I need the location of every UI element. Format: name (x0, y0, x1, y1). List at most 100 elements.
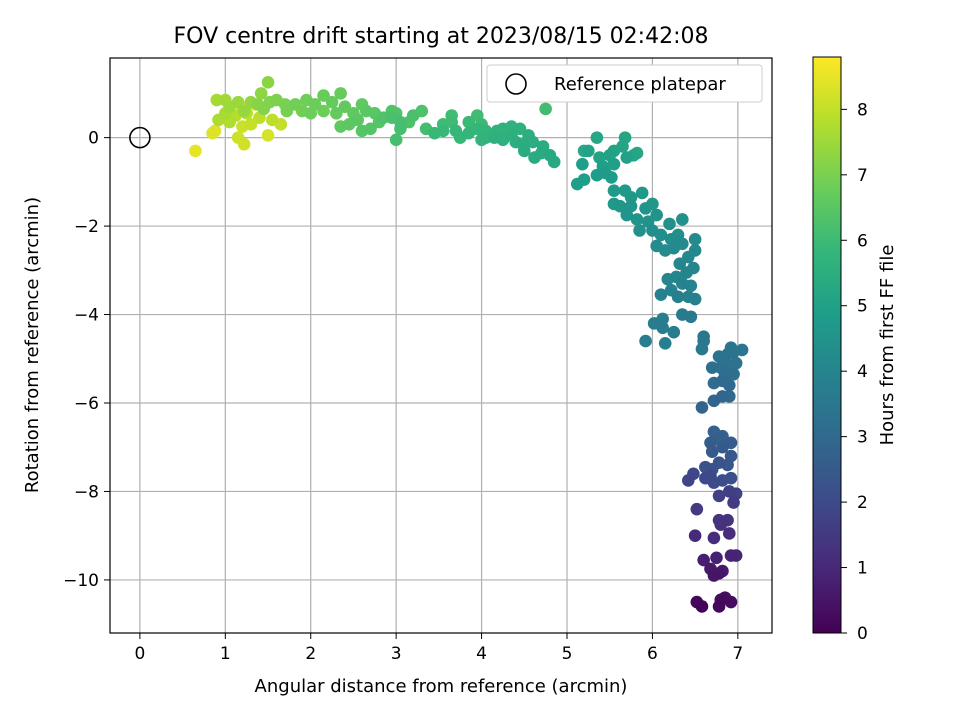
scatter-point (261, 76, 275, 89)
scatter-point (695, 401, 709, 414)
scatter-point (724, 595, 738, 609)
scatter-point (607, 184, 621, 197)
scatter-point (676, 213, 689, 226)
x-tick-label: 1 (220, 644, 231, 664)
colorbar-tick-label: 1 (857, 559, 868, 579)
scatter-point (707, 394, 721, 408)
scatter-point (338, 100, 352, 113)
reference-marker-group (129, 126, 151, 149)
y-tick-label: −2 (74, 217, 99, 237)
reference-platepar-marker (129, 126, 151, 149)
scatter-point (671, 290, 685, 304)
scatter-point (697, 553, 710, 567)
colorbar-tick-label: 5 (857, 297, 868, 317)
scatter-point (630, 213, 644, 226)
scatter-point (681, 290, 695, 304)
scatter-point (539, 102, 552, 116)
scatter-point (590, 131, 604, 144)
scatter-point (690, 502, 704, 516)
scatter-point (699, 471, 712, 485)
scatter-point (308, 98, 322, 111)
colorbar-tick-label: 8 (857, 100, 868, 120)
scatter-point (389, 133, 403, 147)
scatter-point (650, 239, 663, 253)
y-tick-label: −10 (63, 571, 99, 591)
colorbar-tick-label: 6 (857, 231, 868, 251)
scatter-point (620, 208, 634, 222)
scatter-point (697, 330, 710, 343)
scatter-point (547, 155, 561, 169)
scatter-point (712, 600, 726, 613)
scatter-point (231, 131, 245, 144)
scatter-point (613, 199, 627, 213)
scatter-point (722, 527, 736, 540)
scatter-point (724, 549, 738, 562)
scatter-point (707, 569, 721, 582)
x-tick-label: 6 (647, 644, 658, 664)
scatter-point (654, 228, 668, 242)
scatter-point (667, 241, 681, 255)
scatter-point (334, 87, 347, 100)
scatter-point (676, 308, 689, 321)
colorbar-label: Hours from first FF file (877, 245, 898, 446)
scatter-point (325, 95, 339, 109)
x-axis-ticks: 0 1 2 3 4 5 6 7 (134, 633, 743, 664)
y-tick-label: −4 (74, 306, 99, 326)
scatter-point (635, 186, 649, 200)
scatter-point (317, 104, 330, 118)
colorbar-ticks: 0 1 2 3 4 5 6 7 8 (841, 100, 868, 644)
plot-background (110, 58, 772, 633)
colorbar-tick-label: 0 (857, 624, 868, 644)
scatter-point (707, 531, 721, 545)
scatter-point (712, 489, 726, 503)
scatter-point (513, 122, 527, 136)
y-axis-ticks: 0 −2 −4 −6 −8 −10 (63, 129, 110, 591)
scatter-point (351, 113, 365, 127)
colorbar-tick-label: 3 (857, 428, 868, 448)
grid-lines (110, 58, 772, 633)
scatter-point (705, 445, 719, 458)
scatter-point (577, 173, 591, 186)
scatter-point (254, 87, 268, 100)
scatter-point (710, 551, 723, 565)
scatter-point (656, 321, 669, 335)
legend-box (486, 64, 763, 103)
scatter-point (280, 104, 294, 118)
scatter-point (462, 115, 476, 129)
colorbar: 0 1 2 3 4 5 6 7 8 Hours from first FF file (812, 56, 898, 644)
scatter-point (633, 224, 646, 237)
scatter-point (688, 529, 702, 542)
scatter-point (261, 129, 275, 142)
scatter-point (639, 202, 652, 215)
scatter-point (620, 151, 634, 164)
y-tick-label: −8 (74, 482, 99, 502)
scatter-point (237, 104, 251, 118)
scatter-point (624, 191, 638, 204)
scatter-point (716, 440, 729, 454)
scatter-point (658, 336, 672, 350)
legend-reference-marker (505, 73, 527, 95)
x-tick-label: 2 (305, 644, 316, 664)
scatter-point (189, 144, 202, 158)
scatter-point (607, 157, 621, 171)
scatter-point (667, 325, 681, 339)
scatter-markers (189, 76, 749, 613)
scatter-point (727, 496, 740, 509)
scatter-point (695, 600, 709, 613)
plot-frame (109, 57, 773, 634)
scatter-point (676, 277, 689, 290)
scatter-point (712, 350, 726, 363)
scatter-point (406, 109, 420, 122)
scatter-point (576, 157, 589, 171)
scatter-point (231, 95, 245, 109)
scatter-point (681, 474, 695, 487)
x-tick-label: 5 (562, 644, 573, 664)
scatter-point (650, 208, 663, 222)
colorbar-gradient (812, 56, 842, 634)
scatter-point (206, 126, 219, 140)
colorbar-tick-label: 7 (857, 166, 868, 186)
legend: Reference platepar (486, 64, 763, 103)
scatter-point (663, 217, 676, 231)
scatter-point (705, 361, 719, 374)
